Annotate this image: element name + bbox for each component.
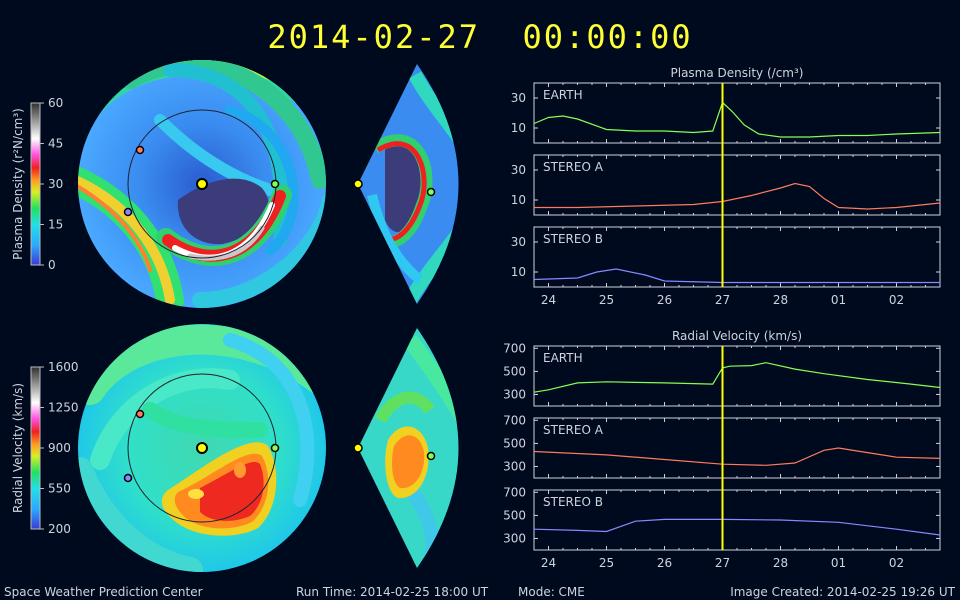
velocity-ecliptic-map (78, 324, 326, 572)
series-line-earth (533, 101, 941, 138)
velocity-colorbar: Radial Velocity (km/s) 1600 1250 900 550 200 (11, 360, 79, 536)
y-tick-label: 500 (503, 436, 526, 450)
panel-label: STEREO A (543, 423, 604, 437)
colorbar-tick-label: 900 (48, 441, 71, 455)
y-tick-label: 500 (503, 508, 526, 522)
colorbar-tick-label: 0 (48, 258, 56, 272)
plasma-density-chart: Plasma Density (/cm³) 30 10 EARTH 30 10 STEREO… (511, 66, 941, 307)
radial-velocity-chart: Radial Velocity (km/s) 700 500 300 EARTH 700 5… (503, 329, 941, 570)
x-tick-label: 25 (599, 293, 614, 307)
earth-marker (270, 443, 280, 453)
panel-label: STEREO B (543, 232, 603, 246)
series-line-earth (533, 362, 941, 393)
footer-mode: Mode: CME (518, 585, 585, 599)
panel-stereo-a: 700 500 300 STEREO A (503, 413, 941, 479)
chart-title: Plasma Density (/cm³) (671, 66, 804, 80)
panel-label: EARTH (543, 88, 583, 102)
y-tick-label: 300 (503, 459, 526, 473)
colorbar-tick-label: 1600 (48, 360, 79, 374)
x-tick-label: 24 (541, 293, 556, 307)
panel-stereo-b: 700 500 300 STEREO B (503, 485, 941, 551)
series-line-stereo_a (533, 447, 941, 466)
panel-label: STEREO A (543, 160, 604, 174)
panel-stereo-b: 30 10 STEREO B (511, 226, 941, 288)
density-meridional-map (353, 64, 459, 304)
sun-marker (196, 178, 208, 190)
stereo-b-marker (123, 473, 133, 483)
x-tick-label: 02 (889, 556, 904, 570)
chart-title: Radial Velocity (km/s) (672, 329, 802, 343)
panel-earth: 700 500 300 EARTH (503, 341, 941, 407)
stereo-a-marker (135, 145, 145, 155)
x-tick-label: 28 (773, 556, 788, 570)
y-tick-label: 700 (503, 413, 526, 427)
y-tick-label: 30 (511, 163, 526, 177)
x-tick-label: 27 (715, 556, 730, 570)
datetime-title: 2014-02-27 00:00:00 (267, 18, 692, 56)
stereo-b-marker (123, 207, 133, 217)
y-tick-label: 700 (503, 341, 526, 355)
velocity-colorbar-label: Radial Velocity (km/s) (11, 383, 25, 513)
colorbar-tick-label: 60 (48, 96, 63, 110)
density-ecliptic-map (78, 60, 326, 308)
y-tick-label: 30 (511, 91, 526, 105)
x-tick-label: 25 (599, 556, 614, 570)
panel-earth: 30 10 EARTH (511, 82, 941, 144)
x-tick-label: 26 (657, 293, 672, 307)
colorbar-tick-label: 200 (48, 522, 71, 536)
x-tick-label: 02 (889, 293, 904, 307)
stereo-a-marker (135, 409, 145, 419)
earth-marker (270, 179, 280, 189)
panel-stereo-a: 30 10 STEREO A (511, 154, 941, 216)
x-tick-label: 27 (715, 293, 730, 307)
y-tick-label: 300 (503, 387, 526, 401)
velocity-meridional-map (353, 328, 459, 568)
x-tick-label: 26 (657, 556, 672, 570)
panel-label: STEREO B (543, 495, 603, 509)
y-tick-label: 10 (511, 121, 526, 135)
x-tick-label: 01 (831, 293, 846, 307)
x-tick-label: 28 (773, 293, 788, 307)
footer-center: Space Weather Prediction Center (4, 585, 203, 599)
colorbar-tick-label: 15 (48, 218, 63, 232)
y-tick-label: 10 (511, 193, 526, 207)
sun-marker (196, 442, 208, 454)
series-line-stereo_a (534, 182, 941, 210)
x-tick-label: 01 (831, 556, 846, 570)
y-tick-label: 700 (503, 485, 526, 499)
y-tick-label: 300 (503, 531, 526, 545)
y-tick-label: 500 (503, 364, 526, 378)
series-line-stereo_b (533, 268, 940, 284)
density-colorbar-label: Plasma Density (r²N/cm³) (11, 108, 25, 260)
footer-created: Image Created: 2014-02-25 19:26 UT (730, 585, 955, 599)
density-colorbar: Plasma Density (r²N/cm³) 60 45 30 15 0 (11, 96, 63, 272)
y-tick-label: 10 (511, 265, 526, 279)
y-tick-label: 30 (511, 235, 526, 249)
colorbar-tick-label: 1250 (48, 401, 79, 415)
colorbar-tick-label: 30 (48, 177, 63, 191)
panel-label: EARTH (543, 351, 583, 365)
footer-run-time: Run Time: 2014-02-25 18:00 UT (296, 585, 489, 599)
colorbar-tick-label: 550 (48, 482, 71, 496)
series-line-stereo_b (533, 518, 941, 536)
colorbar-tick-label: 45 (48, 137, 63, 151)
x-tick-label: 24 (541, 556, 556, 570)
